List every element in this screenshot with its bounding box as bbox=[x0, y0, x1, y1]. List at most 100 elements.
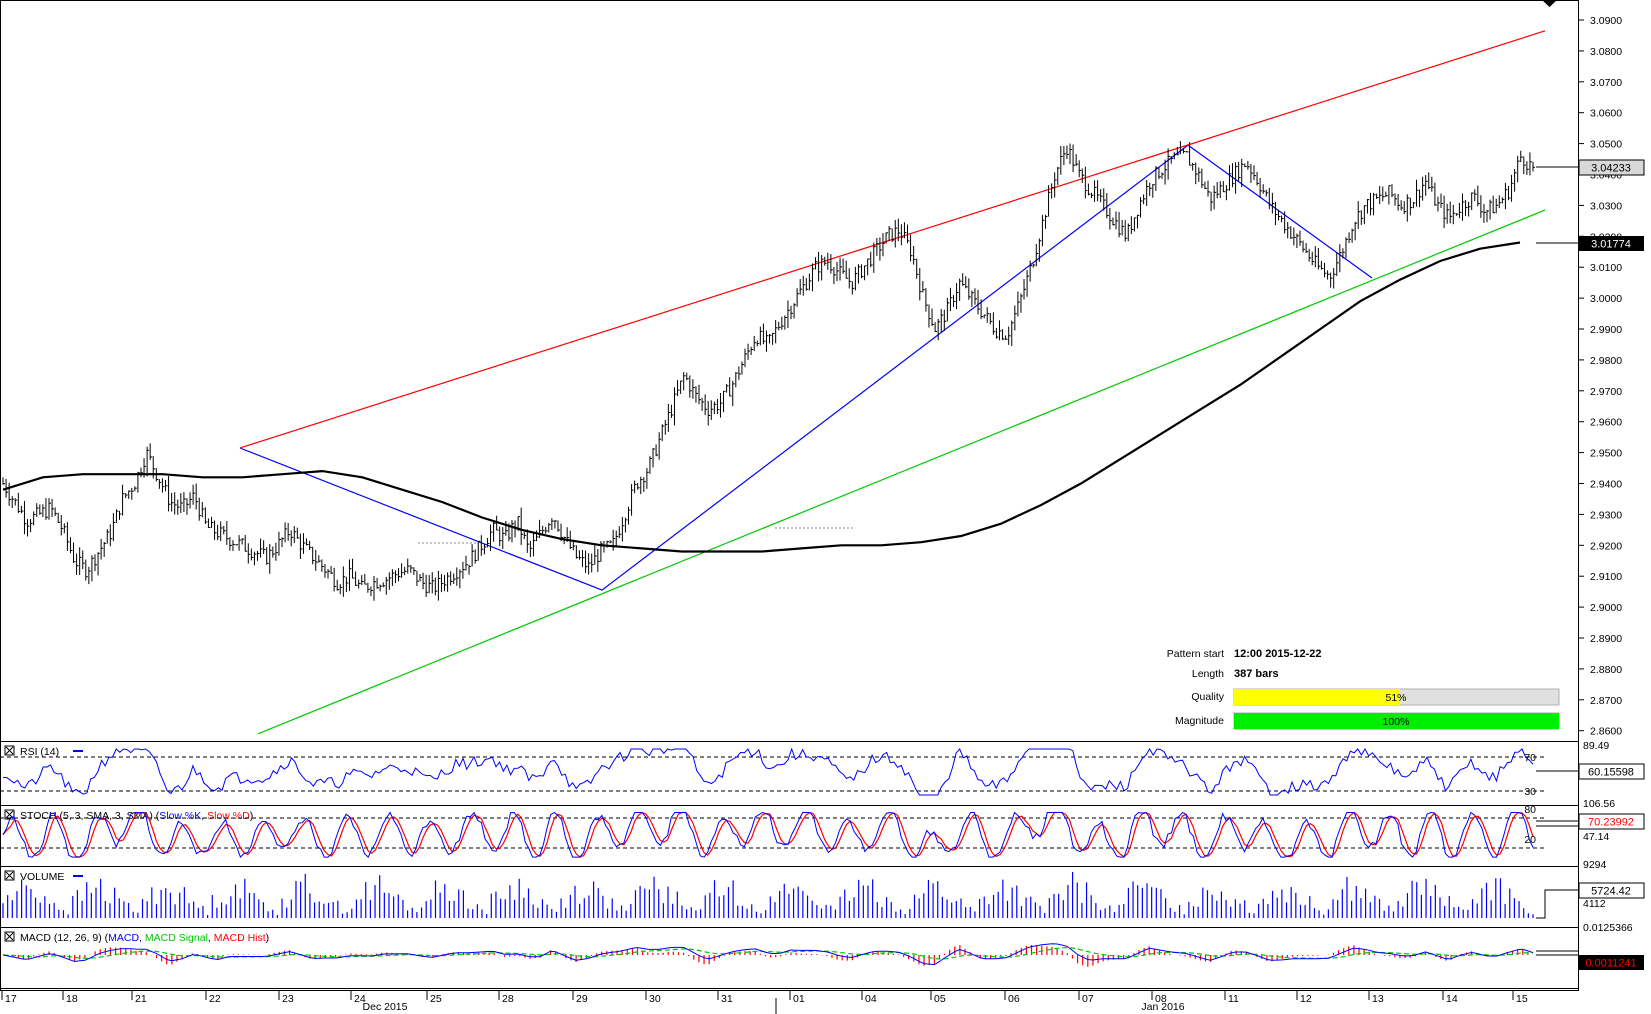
x-tick-label: 06 bbox=[1008, 993, 1020, 1005]
close-icon bbox=[5, 871, 14, 880]
rsi-panel: RSI (14) 89.49 70 30 60.15598 bbox=[0, 740, 1645, 798]
month-label-dec: Dec 2015 bbox=[363, 1001, 408, 1013]
macd-top-value: 0.0125366 bbox=[1583, 922, 1633, 934]
close-icon bbox=[5, 746, 14, 755]
price-tick-label: 2.9800 bbox=[1590, 355, 1622, 367]
month-label-jan: Jan 2016 bbox=[1141, 1001, 1184, 1013]
price-tick-label: 3.0500 bbox=[1590, 139, 1622, 151]
x-tick-label: 30 bbox=[649, 993, 661, 1005]
svg-text:3.01774: 3.01774 bbox=[1591, 239, 1631, 251]
macd-panel: MACD (12, 26, 9) (MACD, MACD Signal, MAC… bbox=[2, 922, 1644, 970]
rsi-top-value: 89.49 bbox=[1583, 740, 1609, 752]
macd-title: MACD (12, 26, 9) (MACD, MACD Signal, MAC… bbox=[20, 932, 269, 944]
price-tick-label: 3.0800 bbox=[1590, 46, 1622, 58]
price-tick-label: 3.0600 bbox=[1590, 108, 1622, 120]
price-tick-label: 2.8900 bbox=[1590, 633, 1622, 645]
current-price-label: 3.04233 bbox=[1536, 159, 1645, 176]
stoch-level-20: 20 bbox=[1524, 834, 1536, 846]
stoch-title: STOCH (5, 3, SMA, 3, SMA) (Slow %K, Slow… bbox=[20, 810, 253, 822]
x-tick-label: 28 bbox=[502, 993, 514, 1005]
price-tick-label: 2.9900 bbox=[1590, 324, 1622, 336]
rsi-line bbox=[2, 747, 1534, 796]
macd-line bbox=[2, 943, 1534, 966]
price-bars bbox=[2, 141, 1535, 601]
quality-bar-fill bbox=[1234, 689, 1400, 705]
price-tick-label: 3.0900 bbox=[1590, 15, 1622, 27]
stoch-d-line bbox=[2, 811, 1534, 858]
price-tick-label: 2.9200 bbox=[1590, 540, 1622, 552]
support-line bbox=[257, 209, 1546, 735]
stoch-k-line bbox=[2, 811, 1534, 859]
price-tick-label: 2.8600 bbox=[1590, 726, 1622, 738]
svg-text:3.04233: 3.04233 bbox=[1591, 163, 1631, 175]
magnitude-bar-fill bbox=[1234, 713, 1559, 729]
x-tick-label: 01 bbox=[793, 993, 805, 1005]
volume-bars bbox=[2, 872, 1534, 918]
rsi-level-30: 30 bbox=[1524, 786, 1536, 798]
x-tick-label: 15 bbox=[1516, 993, 1528, 1005]
x-tick-label: 23 bbox=[282, 993, 294, 1005]
volume-panel: VOLUME 9294 5724.42 4112 bbox=[2, 859, 1645, 919]
volume-top-value: 9294 bbox=[1583, 859, 1607, 871]
x-tick-label: 31 bbox=[721, 993, 733, 1005]
volume-current-value: 5724.42 bbox=[1591, 886, 1631, 898]
zigzag-path bbox=[239, 144, 1373, 591]
stoch-level-80: 80 bbox=[1524, 804, 1536, 816]
x-tick-label: 24 bbox=[354, 993, 366, 1005]
price-tick-label: 3.0300 bbox=[1590, 200, 1622, 212]
pattern-info-box: Pattern start 12:00 2015-12-22 Length 38… bbox=[1167, 648, 1560, 730]
quality-value: 51% bbox=[1385, 692, 1406, 704]
ma-value-label: 3.01774 bbox=[1536, 236, 1644, 251]
magnitude-label: Magnitude bbox=[1175, 715, 1224, 727]
x-tick-label: 05 bbox=[934, 993, 946, 1005]
stoch-bottom-value: 47.14 bbox=[1583, 831, 1609, 843]
moving-average-line bbox=[2, 241, 1521, 553]
zigzag-line bbox=[239, 144, 1373, 591]
stoch-top-value: 106.56 bbox=[1583, 798, 1615, 810]
price-tick-label: 3.0100 bbox=[1590, 262, 1622, 274]
close-icon bbox=[5, 932, 14, 941]
x-tick-label: 21 bbox=[135, 993, 147, 1005]
pattern-start-value: 12:00 2015-12-22 bbox=[1234, 648, 1321, 660]
price-tick-label: 3.0000 bbox=[1590, 293, 1622, 305]
price-tick-label: 2.9100 bbox=[1590, 571, 1622, 583]
price-tick-label: 2.9000 bbox=[1590, 602, 1622, 614]
x-tick-label: 29 bbox=[576, 993, 588, 1005]
rsi-title: RSI (14) bbox=[20, 746, 59, 758]
x-tick-label: 25 bbox=[430, 993, 442, 1005]
x-tick-label: 08 bbox=[1155, 993, 1167, 1005]
x-tick-label: 17 bbox=[5, 993, 17, 1005]
x-tick-label: 18 bbox=[66, 993, 78, 1005]
macd-current-value: 0.0011241 bbox=[1585, 958, 1636, 970]
x-tick-label: 12 bbox=[1300, 993, 1312, 1005]
x-tick-label: 22 bbox=[209, 993, 221, 1005]
length-value: 387 bars bbox=[1234, 668, 1279, 680]
magnitude-value: 100% bbox=[1383, 716, 1410, 728]
price-axis: 3.09003.08003.07003.06003.05003.04003.03… bbox=[1578, 15, 1622, 738]
scroll-marker-icon[interactable] bbox=[1542, 0, 1557, 7]
stoch-current-value: 70.23992 bbox=[1588, 817, 1634, 829]
price-tick-label: 2.9700 bbox=[1590, 386, 1622, 398]
x-axis: 17 18 21 22 23 24 25 28 29 30 31 01 04 05 06 07 08 11 12 13… bbox=[1, 990, 1528, 1005]
rsi-current-value: 60.15598 bbox=[1588, 767, 1634, 779]
price-tick-label: 2.9600 bbox=[1590, 417, 1622, 429]
volume-mid-value: 4112 bbox=[1583, 898, 1606, 910]
price-tick-label: 2.9500 bbox=[1590, 448, 1622, 460]
quality-label: Quality bbox=[1191, 691, 1224, 703]
pattern-start-label: Pattern start bbox=[1167, 648, 1224, 660]
price-tick-label: 2.9300 bbox=[1590, 509, 1622, 521]
x-tick-label: 04 bbox=[865, 993, 877, 1005]
pattern-lines bbox=[239, 30, 1546, 735]
price-tick-label: 2.8700 bbox=[1590, 695, 1622, 707]
volume-title: VOLUME bbox=[20, 871, 64, 883]
macd-histogram bbox=[7, 944, 1534, 967]
x-tick-label: 13 bbox=[1372, 993, 1384, 1005]
x-tick-label: 14 bbox=[1446, 993, 1458, 1005]
x-tick-label: 07 bbox=[1082, 993, 1094, 1005]
length-label: Length bbox=[1192, 668, 1224, 680]
rsi-level-70: 70 bbox=[1524, 752, 1536, 764]
stoch-panel: STOCH (5, 3, SMA, 3, SMA) (Slow %K, Slow… bbox=[0, 798, 1645, 859]
price-tick-label: 2.9400 bbox=[1590, 479, 1622, 491]
price-tick-label: 2.8800 bbox=[1590, 664, 1622, 676]
